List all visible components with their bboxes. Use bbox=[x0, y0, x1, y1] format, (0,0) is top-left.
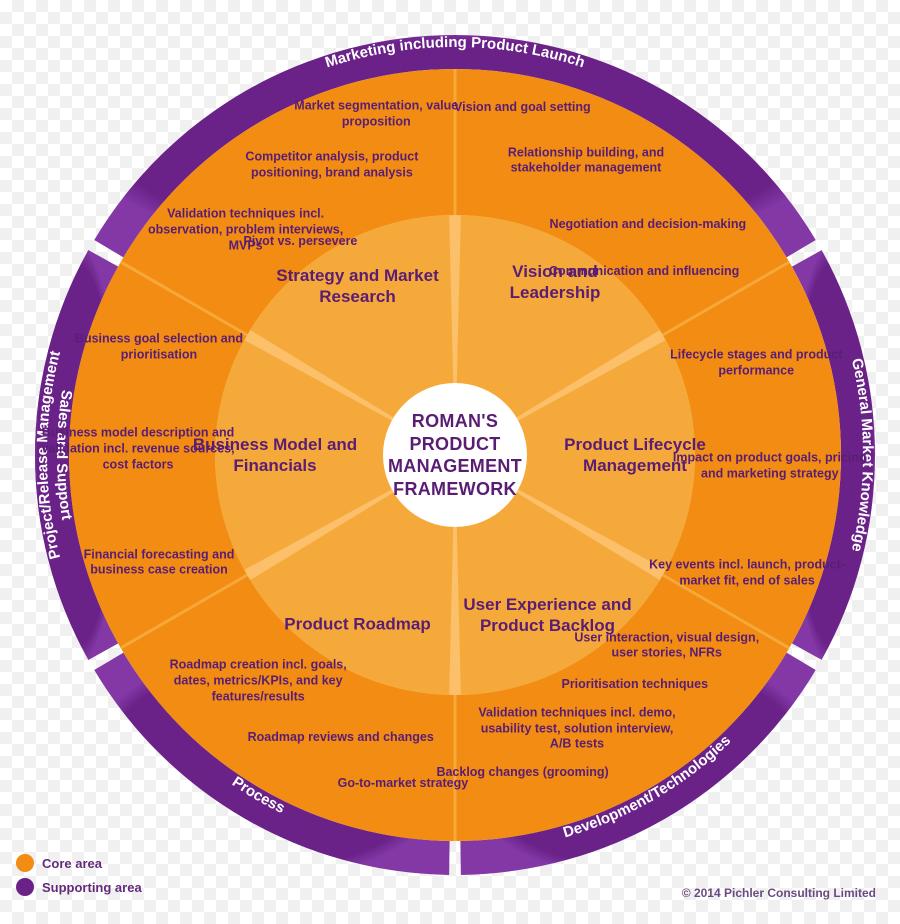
framework-diagram: { "canvas": { "width": 900, "height": 92… bbox=[0, 0, 900, 924]
legend-core-label: Core area bbox=[42, 856, 102, 871]
legend-support-label: Supporting area bbox=[42, 880, 142, 895]
legend-core-swatch bbox=[16, 854, 34, 872]
copyright: © 2014 Pichler Consulting Limited bbox=[682, 886, 876, 900]
legend: Core area Supporting area bbox=[16, 848, 142, 896]
wheel-svg: Marketing including Product LaunchGenera… bbox=[0, 0, 900, 924]
legend-support-swatch bbox=[16, 878, 34, 896]
legend-core: Core area bbox=[16, 854, 142, 872]
legend-support: Supporting area bbox=[16, 878, 142, 896]
center-circle bbox=[383, 383, 527, 527]
